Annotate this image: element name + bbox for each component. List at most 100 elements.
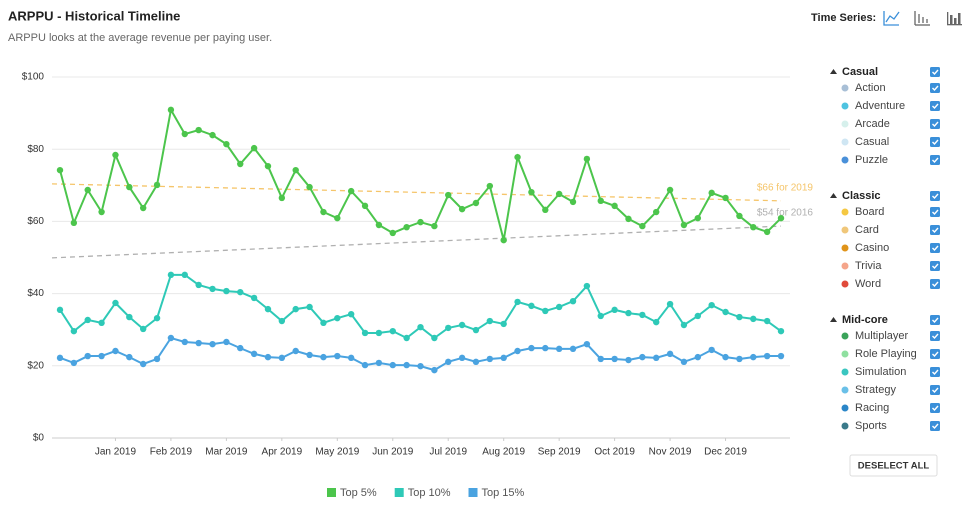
data-point (153, 355, 161, 363)
legend-label[interactable]: Top 5% (340, 487, 377, 499)
data-point (750, 223, 757, 231)
data-point (583, 155, 591, 163)
data-point (680, 321, 688, 329)
checkbox[interactable] (930, 403, 940, 413)
y-tick-label: $20 (27, 360, 44, 371)
data-point (583, 282, 591, 290)
data-point (361, 202, 369, 210)
data-point (56, 354, 64, 362)
y-tick-label: $100 (22, 72, 45, 83)
genre-label[interactable]: Adventure (855, 100, 905, 112)
stacked-icon[interactable] (914, 11, 930, 26)
data-point (653, 208, 660, 216)
checkmark (932, 387, 939, 394)
data-point (458, 205, 466, 213)
x-tick-label: Sep 2019 (538, 447, 581, 458)
data-point (639, 311, 646, 319)
data-point (625, 356, 632, 364)
genre-label[interactable]: Arcade (855, 118, 890, 130)
genre-dot (841, 262, 849, 270)
data-point (694, 353, 702, 361)
legend-swatch[interactable] (468, 488, 478, 497)
data-point (569, 345, 577, 353)
checkbox[interactable] (930, 243, 940, 253)
checkbox[interactable] (930, 137, 940, 147)
deselect-label[interactable]: DESELECT ALL (858, 461, 930, 472)
collapse-arrow[interactable] (830, 69, 837, 74)
checkbox[interactable] (930, 385, 940, 395)
data-point (195, 281, 202, 289)
data-point (458, 354, 466, 362)
time-series-label: Time Series: (811, 12, 876, 24)
data-point (431, 222, 438, 230)
genre-label[interactable]: Role Playing (855, 348, 917, 360)
genre-label[interactable]: Casual (855, 136, 889, 148)
checkbox[interactable] (930, 67, 940, 77)
genre-label[interactable]: Sports (855, 420, 887, 432)
data-point (250, 294, 258, 302)
data-point (514, 347, 521, 355)
data-point (126, 183, 133, 191)
checkbox[interactable] (930, 155, 940, 165)
genre-label[interactable]: Word (855, 278, 881, 290)
data-point (237, 160, 244, 168)
data-point (278, 354, 286, 362)
checkbox[interactable] (930, 279, 940, 289)
data-point (736, 355, 743, 363)
data-point (542, 307, 549, 315)
collapse-arrow[interactable] (830, 193, 837, 198)
data-point (666, 350, 674, 358)
checkbox[interactable] (930, 331, 940, 341)
legend-label[interactable]: Top 15% (482, 487, 525, 499)
genre-dot (841, 404, 849, 412)
checkbox[interactable] (930, 119, 940, 129)
data-point (431, 334, 438, 342)
data-point (139, 360, 147, 368)
genre-label[interactable]: Action (855, 82, 886, 94)
x-tick-label: Oct 2019 (594, 447, 635, 458)
checkbox[interactable] (930, 421, 940, 431)
genre-label[interactable]: Trivia (855, 260, 882, 272)
x-tick-label: Feb 2019 (150, 447, 193, 458)
legend-swatch[interactable] (327, 488, 336, 497)
checkbox[interactable] (930, 207, 940, 217)
checkbox[interactable] (930, 83, 940, 93)
checkbox[interactable] (930, 191, 940, 201)
genre-label[interactable]: Racing (855, 402, 889, 414)
checkbox[interactable] (930, 349, 940, 359)
genre-label[interactable]: Casino (855, 242, 889, 254)
data-point (417, 218, 424, 226)
data-point (750, 353, 757, 361)
genre-label[interactable]: Simulation (855, 366, 906, 378)
checkmark (932, 157, 939, 164)
genre-label[interactable]: Strategy (855, 384, 896, 396)
collapse-arrow[interactable] (830, 317, 837, 322)
data-point (320, 208, 327, 216)
deselect-button[interactable] (849, 454, 938, 477)
checkbox[interactable] (930, 101, 940, 111)
genre-label[interactable]: Card (855, 224, 879, 236)
line-icon[interactable] (883, 11, 900, 26)
legend-label[interactable]: Top 10% (408, 487, 451, 499)
genre-label[interactable]: Puzzle (855, 154, 888, 166)
y-tick-label: $80 (27, 144, 44, 155)
data-point (736, 313, 743, 321)
data-point (264, 305, 272, 313)
group-label: Mid-core (842, 314, 888, 326)
genre-label[interactable]: Multiplayer (855, 330, 909, 342)
checkbox[interactable] (930, 225, 940, 235)
data-point (736, 212, 743, 220)
genre-label[interactable]: Board (855, 206, 884, 218)
trendline (51, 183, 782, 202)
checkbox[interactable] (930, 261, 940, 271)
checkbox[interactable] (930, 367, 940, 377)
data-point (139, 204, 147, 212)
data-point (722, 353, 729, 361)
data-point (292, 166, 299, 174)
genre-dot (841, 368, 849, 376)
bar-icon[interactable] (947, 12, 962, 26)
genre-dot (841, 386, 849, 394)
checkbox[interactable] (930, 315, 940, 325)
legend-swatch[interactable] (394, 488, 404, 497)
